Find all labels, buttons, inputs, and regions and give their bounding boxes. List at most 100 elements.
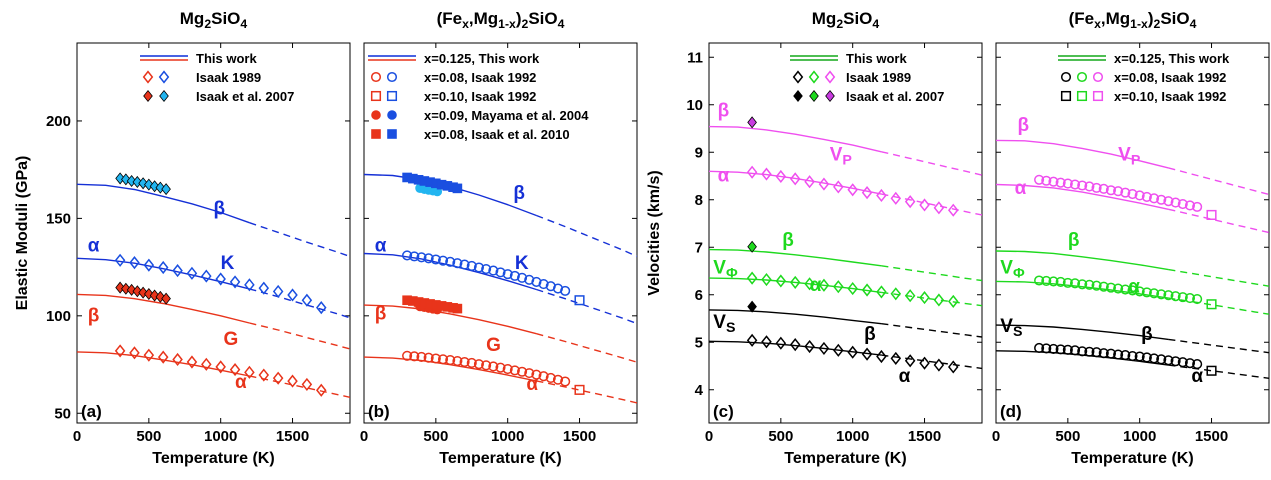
data-point [481, 264, 492, 275]
legend: x=0.125, This work x=0.08, Isaak 1992 x=0.… [1058, 51, 1230, 104]
data-point [1127, 285, 1138, 296]
annotation-label: G [486, 335, 501, 356]
legend-swatch [793, 89, 835, 103]
series-line-extrapolated [881, 151, 982, 176]
data-point [155, 290, 166, 303]
data-point [531, 369, 542, 380]
data-point [495, 362, 506, 373]
data-point [804, 339, 815, 354]
x-axis-title: Temperature (K) [152, 450, 274, 467]
y-tick-label: 10 [686, 97, 703, 114]
data-point [430, 254, 441, 265]
data-point [445, 256, 456, 267]
data-point [818, 177, 830, 191]
y-axis-title: Velocities (km/s) [646, 170, 663, 295]
data-point [1177, 198, 1188, 210]
data-point [1034, 174, 1045, 185]
data-point [481, 360, 492, 371]
legend-label: Isaak 1989 [846, 70, 911, 85]
legend-label: This work [846, 51, 907, 66]
legend-marker [1060, 71, 1072, 83]
plot-frame [995, 42, 1270, 424]
panel-title: (Fex,Mg1-x)2SiO4 [1069, 9, 1197, 31]
data-point [574, 295, 585, 306]
data-point [1048, 176, 1059, 187]
data-point [437, 354, 449, 365]
y-tick-label: 9 [695, 144, 703, 161]
x-tick-label: 0 [360, 428, 368, 445]
panel-tag: (a) [81, 402, 102, 421]
data-point [1192, 293, 1203, 305]
data-point [1141, 352, 1152, 363]
data-point [229, 363, 241, 377]
data-point [1069, 278, 1081, 289]
data-point [933, 358, 945, 372]
data-point [890, 287, 902, 301]
data-point [545, 281, 556, 292]
series-line-extrapolated [1168, 208, 1269, 234]
data-point [244, 278, 255, 292]
data-point [172, 264, 183, 278]
data-point [890, 191, 902, 205]
data-point [1120, 350, 1131, 361]
legend-label: x=0.10, Isaak 1992 [424, 89, 536, 104]
legend-label: x=0.125, This work [424, 51, 540, 66]
velocity-label: VΦ [1000, 257, 1025, 281]
annotation-label: β [782, 230, 794, 251]
legend-marker [370, 71, 382, 83]
data-point [509, 365, 520, 376]
data-point [495, 267, 506, 278]
data-point [1127, 189, 1138, 200]
data-point [1134, 286, 1145, 297]
series-line-extrapolated [881, 323, 982, 338]
series-line-extrapolated [1168, 167, 1269, 196]
legend-label: Isaak et al. 2007 [846, 89, 944, 104]
data-point [126, 174, 137, 187]
y-tick-label: 11 [687, 49, 703, 66]
data-point [1084, 181, 1095, 192]
data-point [1077, 346, 1088, 357]
x-tick-label: 500 [768, 428, 793, 445]
panel-title: Mg2SiO4 [812, 9, 880, 31]
annotation-label: β [1068, 230, 1080, 251]
data-point [459, 259, 470, 270]
data-point [1113, 349, 1124, 360]
data-point [933, 293, 945, 307]
x-tick-label: 1000 [836, 428, 869, 445]
x-tick-label: 1000 [204, 428, 237, 445]
data-point [287, 288, 298, 302]
data-point [861, 347, 873, 361]
series-line-extrapolated [536, 380, 637, 404]
data-point [1141, 287, 1152, 298]
data-point [746, 271, 758, 285]
data-point [538, 371, 549, 382]
y-tick-label: 200 [46, 113, 71, 130]
plot-frame [708, 42, 983, 424]
series-line-extrapolated [1168, 338, 1269, 354]
legend-marker [1060, 90, 1072, 102]
velocity-label: VS [713, 312, 735, 336]
annotation-label: K [221, 253, 235, 274]
data-point [1141, 191, 1152, 202]
data-point [1034, 275, 1045, 286]
data-point [789, 338, 801, 352]
series-line-extrapolated [249, 322, 350, 350]
series-line-extrapolated [536, 214, 637, 258]
data-point [143, 348, 155, 362]
data-point [833, 180, 844, 194]
annotation-label: β [1018, 115, 1030, 136]
legend-label: x=0.08, Isaak 1992 [424, 70, 536, 85]
annotation-label: β [513, 183, 525, 204]
annotation-label: α [375, 236, 387, 257]
data-point [114, 344, 126, 358]
annotation-label: β [864, 324, 876, 345]
legend-label: x=0.08, Isaak 1992 [1114, 70, 1226, 85]
series-line [709, 248, 882, 267]
data-point [509, 270, 520, 281]
data-point [121, 173, 131, 186]
velocity-label: VS [1000, 316, 1022, 340]
series-line-extrapolated [536, 288, 637, 325]
legend: This work Isaak 1989 Isaak et al. 2007 [790, 51, 944, 104]
